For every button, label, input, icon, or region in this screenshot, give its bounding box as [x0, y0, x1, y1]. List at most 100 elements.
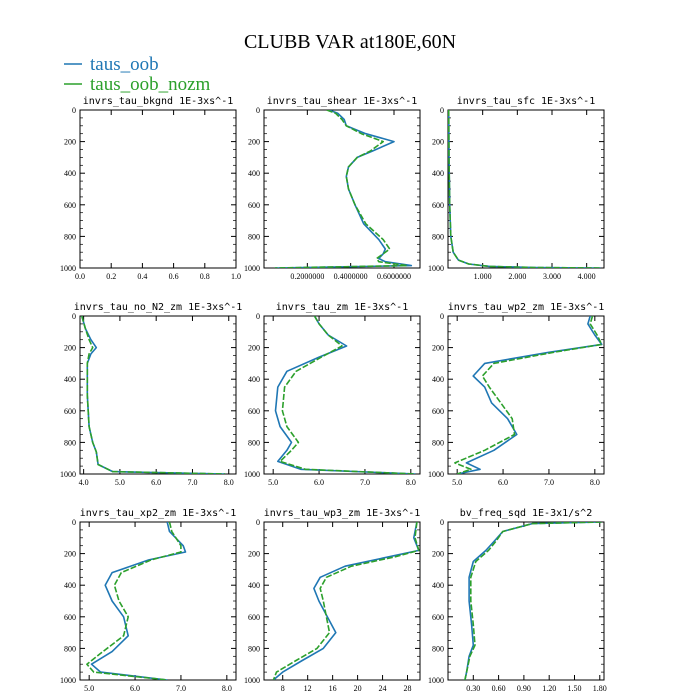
series-line-taus-oob	[274, 316, 416, 474]
panel-title: invrs_tau_sfc 1E-3xs^-1	[457, 96, 595, 107]
y-tick-label: 400	[432, 581, 444, 590]
x-tick-label: 8.0	[224, 478, 234, 487]
x-tick-label: 0.60	[492, 684, 506, 693]
y-tick-label: 600	[64, 613, 76, 622]
y-tick-label: 800	[432, 232, 444, 241]
x-tick-label: 0.4	[137, 272, 147, 281]
series-line-taus-oob-nozm	[81, 316, 226, 474]
panel-3: invrs_tau_no_N2_zm 1E-3xs^-10 200 400 600 80…	[60, 302, 242, 487]
x-tick-label: 20	[354, 684, 362, 693]
y-tick-label: 600	[248, 201, 260, 210]
x-tick-label: 24	[379, 684, 387, 693]
y-tick-label: 600	[248, 407, 260, 416]
x-tick-label: 7.0	[544, 478, 554, 487]
plot-frame	[263, 521, 421, 681]
series-line-taus-oob-nozm	[274, 110, 408, 268]
y-tick-label: 400	[248, 169, 260, 178]
series-line-taus-oob	[90, 522, 187, 680]
series-line-taus-oob-nozm	[464, 522, 602, 680]
x-tick-label: 0.6	[169, 272, 179, 281]
panel-6: invrs_tau_xp2_zm 1E-3xs^-1 0 200 400 600 800 1…	[60, 508, 237, 693]
x-tick-label: 7.0	[176, 684, 186, 693]
panel-4: invrs_tau_zm 1E-3xs^-1 0 200 400 600 800 1000 5…	[244, 302, 421, 487]
panel-title: bv_freq_sqd 1E-3x1/s^2	[460, 508, 592, 519]
panel-title: invrs_tau_zm 1E-3xs^-1	[276, 302, 408, 313]
series-line-taus-oob	[272, 522, 420, 680]
x-tick-label: 1.0	[231, 272, 241, 281]
y-tick-label: 1000	[244, 264, 260, 273]
panels: invrs_tau_bkgnd 1E-3xs^-1020040060080010…	[60, 96, 607, 693]
y-tick-label: 600	[432, 407, 444, 416]
y-tick-label: 600	[432, 201, 444, 210]
y-tick-label: 0	[440, 312, 444, 321]
x-tick-label: 0.30	[466, 684, 480, 693]
series-line-taus-oob-nozm	[272, 522, 420, 680]
panel-title: invrs_tau_wp3_zm 1E-3xs^-1	[264, 508, 421, 519]
y-tick-label: 400	[248, 375, 260, 384]
y-tick-label: 0	[72, 312, 76, 321]
x-tick-label: 5.0	[84, 684, 94, 693]
figure-title: CLUBB VAR at180E,60N	[244, 31, 456, 53]
panel-2: invrs_tau_sfc 1E-3xs^-1 0 200 400 600 800 1000…	[428, 96, 605, 281]
x-tick-label: 8.0	[590, 478, 600, 487]
y-tick-label: 0	[440, 106, 444, 115]
y-tick-label: 800	[64, 438, 76, 447]
series-line-taus-oob-nozm	[454, 316, 603, 474]
series-line-taus-oob-nozm	[86, 522, 182, 680]
x-tick-label: 2.000	[508, 272, 526, 281]
x-tick-label: 7.0	[360, 478, 370, 487]
y-tick-label: 600	[64, 407, 76, 416]
y-tick-label: 600	[64, 201, 76, 210]
y-tick-label: 0	[72, 518, 76, 527]
y-tick-label: 0	[256, 312, 260, 321]
x-tick-label: 6.0	[130, 684, 140, 693]
panel-8: bv_freq_sqd 1E-3x1/s^2 0 200 400 600 800 1000 0…	[428, 508, 607, 693]
y-tick-label: 400	[248, 581, 260, 590]
panel-title: invrs_tau_wp2_zm 1E-3xs^-1	[448, 302, 605, 313]
y-tick-label: 0	[72, 106, 76, 115]
plot-frame	[447, 315, 605, 475]
panel-title: invrs_tau_shear 1E-3xs^-1	[267, 96, 418, 107]
x-tick-label: 1.000	[474, 272, 492, 281]
panel-title: invrs_tau_bkgnd 1E-3xs^-1	[83, 96, 234, 107]
y-tick-label: 800	[248, 438, 260, 447]
x-tick-label: 0.6000000	[377, 272, 411, 281]
y-tick-label: 200	[432, 138, 444, 147]
x-tick-label: 5.0	[268, 478, 278, 487]
x-tick-label: 0.0	[75, 272, 85, 281]
y-tick-label: 200	[248, 344, 260, 353]
y-tick-label: 400	[64, 581, 76, 590]
plot-frame	[79, 109, 237, 269]
y-tick-label: 200	[64, 138, 76, 147]
y-tick-label: 1000	[244, 470, 260, 479]
x-tick-label: 6.0	[314, 478, 324, 487]
x-tick-label: 1.80	[593, 684, 607, 693]
x-tick-label: 0.90	[517, 684, 531, 693]
plot-frame	[79, 315, 237, 475]
x-tick-label: 1.50	[567, 684, 581, 693]
plot-frame	[263, 109, 421, 269]
y-tick-label: 800	[432, 644, 444, 653]
y-tick-label: 400	[64, 375, 76, 384]
series-line-taus-oob	[464, 522, 602, 680]
panel-1: invrs_tau_shear 1E-3xs^-1 0 200 400 600 800 10…	[244, 96, 421, 281]
y-tick-label: 0	[256, 106, 260, 115]
x-tick-label: 5.0	[452, 478, 462, 487]
x-tick-label: 1.20	[542, 684, 556, 693]
series-line-taus-oob-nozm	[279, 316, 416, 474]
x-tick-label: 8.0	[222, 684, 232, 693]
legend-label-taus-oob-nozm: taus_oob_nozm	[90, 74, 211, 95]
y-tick-label: 1000	[60, 470, 76, 479]
plot-frame	[447, 109, 605, 269]
x-tick-label: 4.000	[578, 272, 596, 281]
y-tick-label: 800	[64, 644, 76, 653]
series-line-taus-oob	[81, 316, 226, 474]
y-tick-label: 200	[248, 550, 260, 559]
y-tick-label: 200	[64, 550, 76, 559]
y-tick-label: 200	[432, 550, 444, 559]
y-tick-label: 1000	[428, 470, 444, 479]
y-tick-label: 1000	[60, 264, 76, 273]
y-tick-label: 0	[440, 518, 444, 527]
x-tick-label: 6.0	[498, 478, 508, 487]
